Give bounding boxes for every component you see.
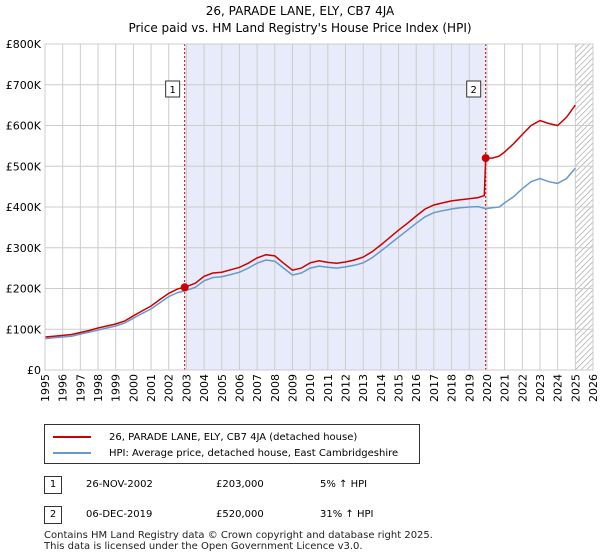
x-tick-label: 1995 [39,374,52,402]
x-tick-label: 2001 [145,374,158,402]
x-tick-label: 2018 [446,374,459,402]
x-tick-label: 2000 [127,374,140,402]
y-tick-label: £300K [6,242,42,255]
x-tick-label: 2012 [340,374,353,402]
legend-label-hpi: HPI: Average price, detached house, East… [109,447,399,459]
x-tick-label: 2021 [499,374,512,402]
x-tick-label: 2005 [216,374,229,402]
x-tick-label: 2008 [269,374,282,402]
x-tick-label: 2016 [410,374,423,402]
x-tick-label: 2025 [569,374,582,402]
sale-number-badge: 1 [44,476,62,494]
x-tick-label: 2014 [375,374,388,402]
footer-line-1: Contains HM Land Registry data © Crown c… [44,530,433,541]
plot-border [44,43,594,371]
x-tick-label: 2004 [198,374,211,402]
y-tick-label: £200K [6,283,42,296]
sale-row: 1 26-NOV-2002 £203,000 5% ↑ HPI [44,476,424,498]
legend-swatch-hpi [53,452,91,454]
property-series-line [45,104,576,338]
hpi-series-line [45,167,576,340]
sale-date: 26-NOV-2002 [86,479,153,490]
y-tick-label: £800K [6,38,42,51]
x-tick-label: 2007 [251,374,264,402]
footer-line-2: This data is licensed under the Open Gov… [44,541,363,552]
sale-row: 2 06-DEC-2019 £520,000 31% ↑ HPI [44,506,424,528]
x-tick-label: 2019 [463,374,476,402]
sale-price: £203,000 [216,479,264,490]
x-tick-label: 2017 [428,374,441,402]
sale-date: 06-DEC-2019 [86,509,153,520]
x-tick-label: 2009 [286,374,299,402]
sale-number-badge: 2 [44,506,62,524]
x-tick-label: 1999 [110,374,123,402]
price-chart: 26, PARADE LANE, ELY, CB7 4JA Price paid… [6,4,600,402]
x-tick-label: 2002 [163,374,176,402]
x-tick-label: 2003 [180,374,193,402]
x-tick-label: 2024 [552,374,565,402]
x-tick-label: 1998 [92,374,105,402]
sale-point [180,283,189,292]
y-tick-label: £700K [6,79,42,92]
x-tick-label: 2013 [357,374,370,402]
sale-label-box [165,80,181,98]
y-tick-label: £600K [6,120,42,133]
sale-price: £520,000 [216,509,264,520]
y-tick-label: £400K [6,201,42,214]
x-tick-label: 1996 [57,374,70,402]
legend-item-property: 26, PARADE LANE, ELY, CB7 4JA (detached … [53,430,357,444]
chart-legend: 26, PARADE LANE, ELY, CB7 4JA (detached … [44,424,420,464]
x-tick-label: 2011 [322,374,335,402]
y-tick-label: £0 [27,364,41,377]
chart-title: 26, PARADE LANE, ELY, CB7 4JA [206,4,395,18]
sale-point [481,154,490,163]
chart-subtitle: Price paid vs. HM Land Registry's House … [128,21,471,35]
x-tick-label: 2006 [233,374,246,402]
x-tick-label: 2020 [481,374,494,402]
x-tick-label: 2015 [393,374,406,402]
sale-hpi-diff: 31% ↑ HPI [320,509,374,520]
sale-label: 2 [471,85,477,96]
sale-label-box [466,80,482,98]
sale-label: 1 [169,85,175,96]
x-tick-label: 2022 [516,374,529,402]
legend-item-hpi: HPI: Average price, detached house, East… [53,446,398,460]
x-tick-label: 2010 [304,374,317,402]
y-tick-label: £500K [6,160,42,173]
x-tick-label: 2026 [587,374,600,402]
legend-swatch-property [53,436,91,438]
series-group [45,104,576,340]
footer-attribution: Contains HM Land Registry data © Crown c… [44,530,433,552]
x-tick-label: 2023 [534,374,547,402]
x-tick-label: 1997 [74,374,87,402]
y-tick-label: £100K [6,323,42,336]
legend-label-property: 26, PARADE LANE, ELY, CB7 4JA (detached … [109,431,358,443]
sale-hpi-diff: 5% ↑ HPI [320,479,368,490]
